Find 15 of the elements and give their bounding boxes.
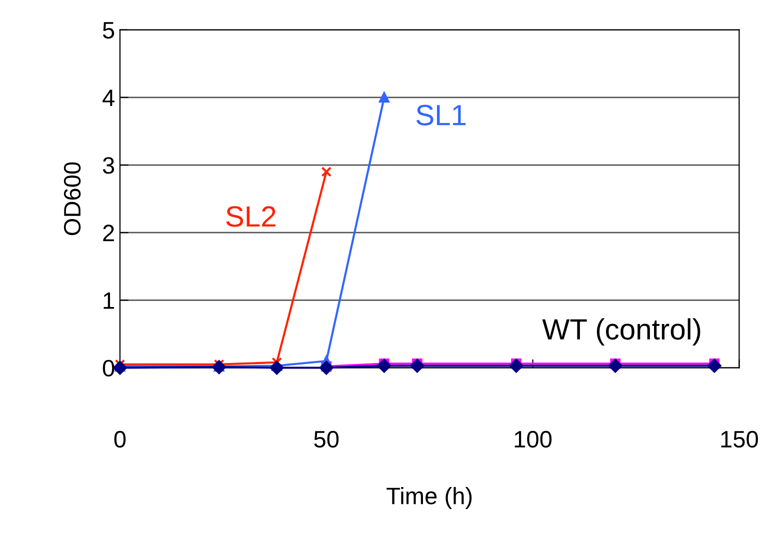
y-axis-title: OD600 [64,162,81,236]
y-tick-label: 4 [102,90,114,106]
x-tick-label: 0 [114,430,126,448]
y-tick-label: 5 [102,22,114,39]
y-tick-label: 0 [102,360,114,377]
x-axis-title: Time (h) [386,487,472,509]
series-label: SL1 [416,104,466,126]
x-tick-label: 50 [314,430,339,448]
series-label: SL2 [226,206,276,227]
x-tick-label: 150 [721,430,758,448]
y-tick-label: 3 [102,157,114,174]
series-label: WT (control) [542,318,700,346]
y-tick-label: 2 [103,224,114,242]
y-tick-label: 1 [104,292,114,309]
x-tick-label: 100 [514,430,552,448]
